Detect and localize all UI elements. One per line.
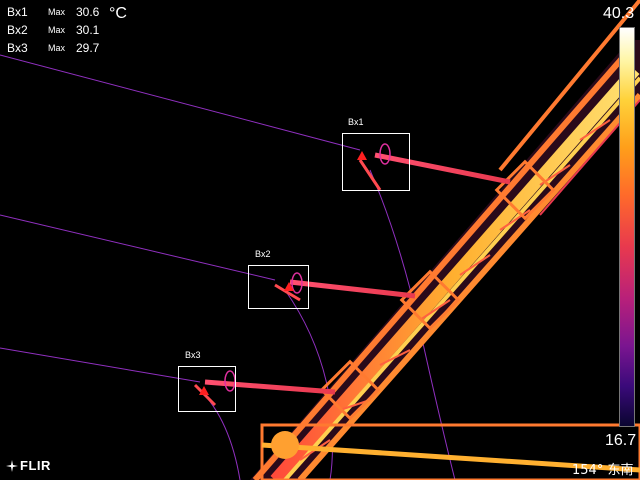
marker-bx2: [284, 282, 294, 291]
measurement-type: Max: [48, 7, 66, 17]
measurement-type: Max: [48, 25, 66, 35]
measurement-row-bx3: Bx3 Max 29.7: [7, 41, 207, 57]
measurement-type: Max: [48, 43, 66, 53]
scale-min-value: 16.7: [605, 432, 637, 449]
compass-heading: 154° 东南: [572, 463, 634, 478]
power-lines: [0, 54, 456, 480]
measurement-row-bx1: Bx1 Max 30.6: [7, 5, 207, 21]
flir-logo: FLIR: [6, 458, 58, 474]
max-temp-markers: [199, 151, 367, 395]
temperature-scale-bar: [619, 27, 635, 427]
measurement-label: Bx2: [7, 23, 28, 37]
box-label-bx2: Bx2: [255, 249, 271, 259]
flir-logo-icon: [6, 460, 18, 472]
measurement-value: 30.1: [76, 23, 100, 37]
measurement-value: 29.7: [76, 41, 100, 55]
box-label-bx3: Bx3: [185, 350, 201, 360]
measurement-row-bx2: Bx2 Max 30.1: [7, 23, 207, 39]
marker-bx3: [199, 386, 209, 395]
measurement-box-bx3[interactable]: [178, 366, 236, 412]
tower-boom: [250, 0, 640, 480]
measurement-value: 30.6: [76, 5, 100, 19]
measurement-box-bx2[interactable]: [248, 265, 309, 309]
scale-max-value: 40.3: [603, 5, 635, 22]
insulators: [193, 143, 511, 407]
temperature-unit: °C: [109, 5, 127, 22]
box-label-bx1: Bx1: [348, 117, 364, 127]
measurement-box-bx1[interactable]: [342, 133, 410, 191]
measurement-label: Bx1: [7, 5, 28, 19]
measurement-label: Bx3: [7, 41, 28, 55]
flir-logo-text: FLIR: [20, 458, 51, 473]
marker-bx1: [357, 151, 367, 160]
